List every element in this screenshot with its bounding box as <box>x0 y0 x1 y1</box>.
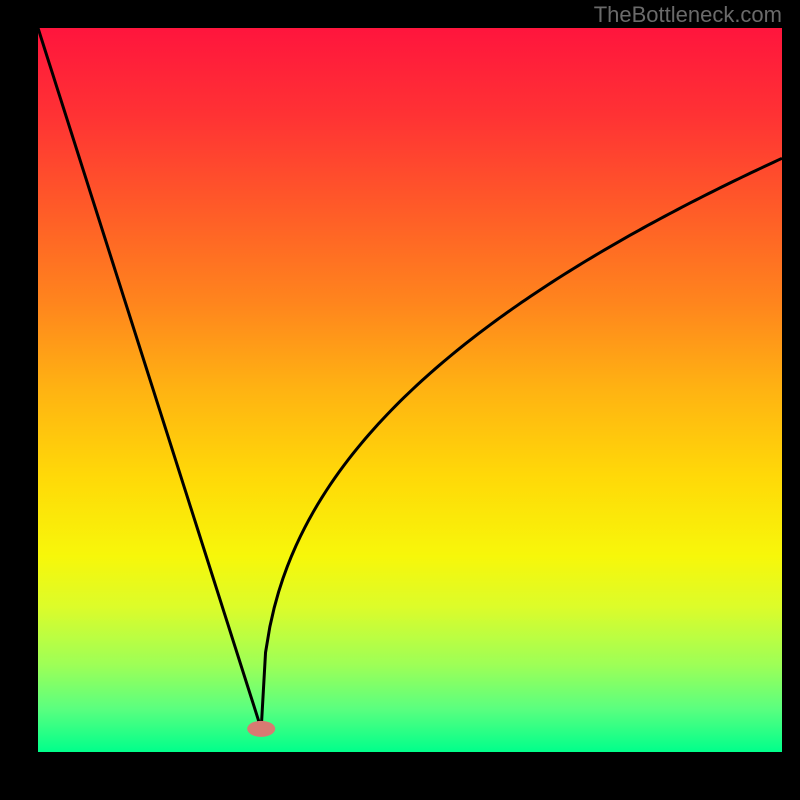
optimal-point-marker <box>247 721 275 737</box>
plot-border <box>0 0 38 800</box>
plot-svg <box>0 0 800 800</box>
plot-border <box>782 0 800 800</box>
plot-border <box>0 752 800 800</box>
chart-frame: TheBottleneck.com <box>0 0 800 800</box>
watermark-text: TheBottleneck.com <box>594 2 782 28</box>
